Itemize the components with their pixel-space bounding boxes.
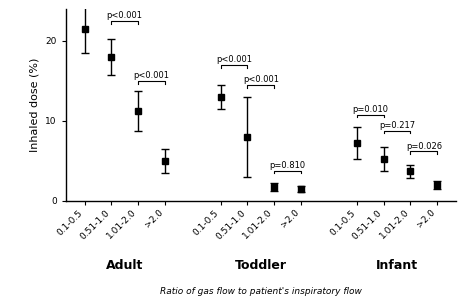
Text: p=0.217: p=0.217 [379,121,415,130]
Text: Infant: Infant [376,259,418,272]
Text: Adult: Adult [106,259,143,272]
Text: Toddler: Toddler [235,259,287,272]
Text: p=0.010: p=0.010 [352,105,388,114]
Text: Ratio of gas flow to patient's inspiratory flow: Ratio of gas flow to patient's inspirato… [160,287,362,296]
Y-axis label: Inhaled dose (%): Inhaled dose (%) [30,58,40,152]
Text: p<0.001: p<0.001 [243,75,279,84]
Text: p=0.026: p=0.026 [406,142,442,151]
Text: p=0.810: p=0.810 [269,161,306,170]
Text: p<0.001: p<0.001 [216,55,252,64]
Text: p<0.001: p<0.001 [107,11,142,20]
Text: p<0.001: p<0.001 [133,71,169,80]
